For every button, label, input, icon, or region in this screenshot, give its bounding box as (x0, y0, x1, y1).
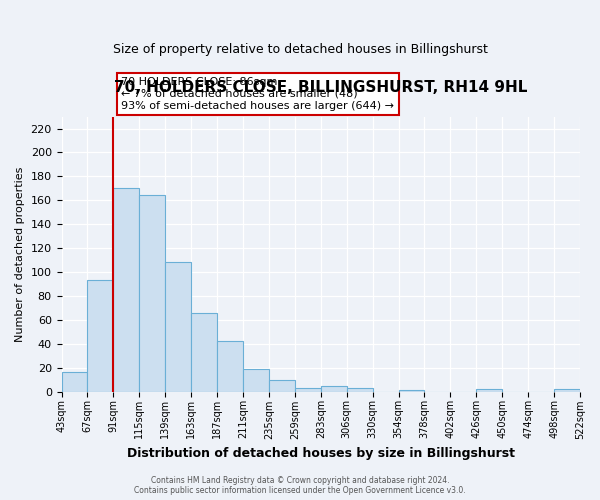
Text: Contains HM Land Registry data © Crown copyright and database right 2024.
Contai: Contains HM Land Registry data © Crown c… (134, 476, 466, 495)
Bar (269, 380, 295, 392)
Text: 70 HOLDERS CLOSE: 86sqm
← 7% of detached houses are smaller (48)
93% of semi-det: 70 HOLDERS CLOSE: 86sqm ← 7% of detached… (121, 78, 394, 110)
Bar (347, 388, 373, 392)
Bar (243, 369, 269, 392)
Bar (139, 196, 165, 392)
Bar (62, 372, 88, 392)
Title: 70, HOLDERS CLOSE, BILLINGSHURST, RH14 9HL: 70, HOLDERS CLOSE, BILLINGSHURST, RH14 9… (114, 80, 527, 94)
Bar (165, 262, 191, 392)
Bar (476, 389, 502, 392)
Bar (217, 342, 243, 392)
Y-axis label: Number of detached properties: Number of detached properties (15, 166, 25, 342)
Bar (113, 188, 139, 392)
Bar (191, 312, 217, 392)
Bar (295, 388, 321, 392)
Bar (321, 386, 347, 392)
X-axis label: Distribution of detached houses by size in Billingshurst: Distribution of detached houses by size … (127, 447, 515, 460)
Bar (88, 280, 113, 392)
Text: Size of property relative to detached houses in Billingshurst: Size of property relative to detached ho… (113, 42, 487, 56)
Bar (398, 390, 424, 392)
Bar (554, 389, 580, 392)
